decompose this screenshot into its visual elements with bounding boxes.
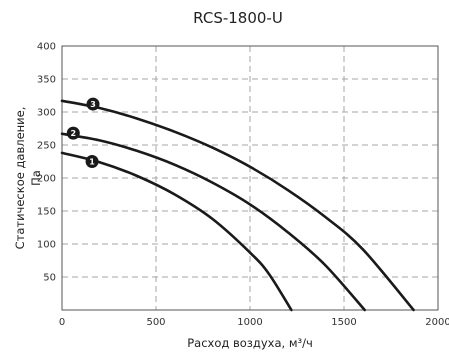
curve-1	[60, 151, 293, 312]
y-axis-label-line-1: Статическое давление,	[13, 107, 27, 250]
curve-2	[60, 132, 366, 312]
marker-circle-3	[86, 97, 100, 111]
x-tick-label: 500	[146, 317, 165, 328]
y-axis-label: Статическое давление, Па	[13, 107, 43, 250]
x-tick-labels: 0 500 1000 1500 2000	[59, 317, 449, 328]
curve-3	[60, 99, 415, 312]
y-tick-label: 100	[37, 240, 56, 251]
x-axis-label: Расход воздуха, м³/ч	[187, 336, 313, 350]
x-tick-label: 2000	[425, 317, 449, 328]
grid-lines	[62, 46, 438, 310]
marker-3: 3	[86, 97, 100, 111]
y-tick-label: 350	[37, 75, 56, 86]
series-markers: 1 2 3	[66, 97, 100, 168]
series-curves	[60, 99, 415, 312]
axes	[61, 45, 439, 311]
y-tick-label: 150	[37, 207, 56, 218]
y-tick-labels: 50 100 150 200 250 300 350 400	[37, 42, 56, 284]
y-tick-label: 200	[37, 174, 56, 185]
marker-circle-2	[66, 126, 80, 140]
plot-area-border	[61, 45, 439, 311]
marker-label-2: 2	[70, 129, 76, 138]
y-tick-label: 50	[43, 273, 56, 284]
y-tick-label: 250	[37, 141, 56, 152]
marker-label-1: 1	[89, 158, 95, 167]
y-axis-label-line-2: Па	[29, 170, 43, 186]
marker-label-3: 3	[90, 100, 96, 109]
x-tick-label: 0	[59, 317, 65, 328]
marker-2: 2	[66, 126, 80, 140]
marker-circle-1	[85, 155, 99, 168]
chart-title: RCS-1800-U	[193, 9, 283, 27]
y-tick-label: 300	[37, 108, 56, 119]
y-tick-label: 400	[37, 42, 56, 53]
x-tick-label: 1000	[237, 317, 262, 328]
marker-1: 1	[85, 155, 99, 168]
x-tick-label: 1500	[331, 317, 356, 328]
